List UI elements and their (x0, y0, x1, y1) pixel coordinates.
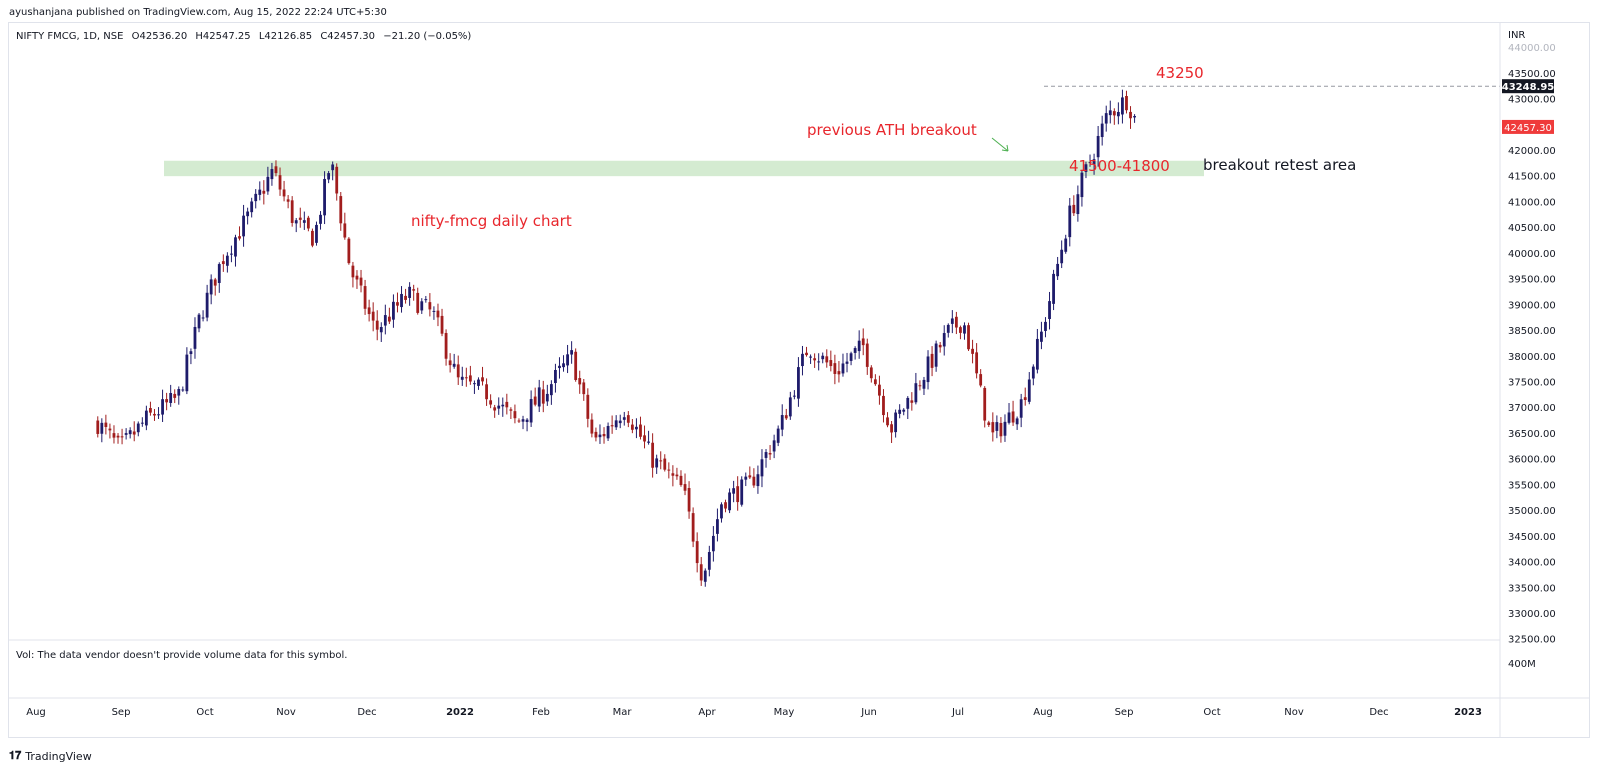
brand-label: TradingView (25, 749, 92, 763)
volume-note: Vol: The data vendor doesn't provide vol… (16, 650, 348, 661)
tradingview-logo-icon: 𝟏𝟕 (9, 749, 22, 762)
change-value: −21.20 (−0.05%) (383, 31, 472, 42)
close-value: C42457.30 (320, 31, 376, 42)
chart-frame (8, 22, 1590, 738)
publisher-line: ayushanjana published on TradingView.com… (9, 7, 387, 18)
high-value: H42547.25 (195, 31, 251, 42)
symbol-legend: NIFTY FMCG, 1D, NSE O42536.20 H42547.25 … (16, 31, 476, 42)
low-value: L42126.85 (258, 31, 313, 42)
symbol-name[interactable]: NIFTY FMCG, 1D, NSE (16, 31, 124, 42)
open-value: O42536.20 (131, 31, 188, 42)
tradingview-brand[interactable]: 𝟏𝟕 TradingView (9, 749, 92, 763)
